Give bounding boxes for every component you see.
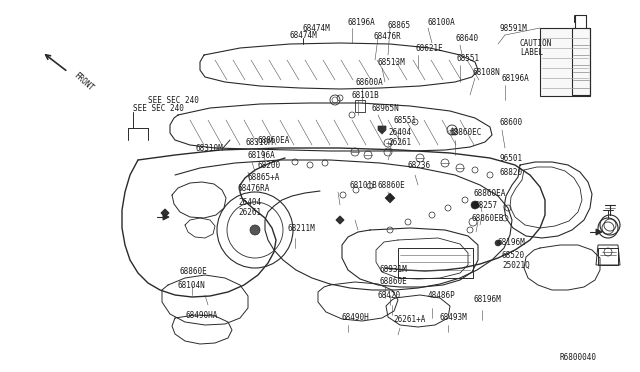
Text: 68490H: 68490H bbox=[342, 314, 370, 323]
Text: SEE SEC 240: SEE SEC 240 bbox=[148, 96, 199, 105]
Text: 68196A: 68196A bbox=[348, 17, 376, 26]
Text: 68965N: 68965N bbox=[372, 103, 400, 112]
Text: 68196A: 68196A bbox=[502, 74, 530, 83]
Text: 68476R: 68476R bbox=[374, 32, 402, 41]
Text: 26261: 26261 bbox=[388, 138, 411, 147]
Text: 68474M: 68474M bbox=[289, 31, 317, 39]
Text: 68211M: 68211M bbox=[288, 224, 316, 232]
Polygon shape bbox=[378, 126, 386, 134]
Text: 68200: 68200 bbox=[258, 160, 281, 170]
Text: 68640: 68640 bbox=[456, 33, 479, 42]
Text: 68310M: 68310M bbox=[245, 138, 273, 147]
Text: 68236: 68236 bbox=[408, 160, 431, 170]
Text: 26261+A: 26261+A bbox=[393, 315, 426, 324]
Text: 68860EA: 68860EA bbox=[474, 189, 506, 198]
Text: LABEL: LABEL bbox=[520, 48, 543, 57]
Text: 68513M: 68513M bbox=[378, 58, 406, 67]
Text: CAUTION: CAUTION bbox=[520, 38, 552, 48]
Text: 68490HA: 68490HA bbox=[185, 311, 218, 320]
Text: 68101B: 68101B bbox=[350, 180, 378, 189]
Text: 68931M: 68931M bbox=[380, 266, 408, 275]
Circle shape bbox=[250, 225, 260, 235]
Text: 68100A: 68100A bbox=[428, 17, 456, 26]
Polygon shape bbox=[161, 209, 169, 217]
Text: 68860E: 68860E bbox=[180, 267, 208, 276]
Text: 68860E: 68860E bbox=[380, 278, 408, 286]
Text: 68865: 68865 bbox=[388, 20, 411, 29]
Polygon shape bbox=[596, 229, 602, 235]
Text: 26404: 26404 bbox=[238, 198, 261, 206]
Text: SEE SEC 240: SEE SEC 240 bbox=[133, 103, 184, 112]
Text: 68476RA: 68476RA bbox=[238, 183, 270, 192]
Bar bbox=[540, 28, 590, 96]
Text: 68865+A: 68865+A bbox=[248, 173, 280, 182]
Text: 68474M: 68474M bbox=[303, 23, 331, 32]
Text: 68108N: 68108N bbox=[473, 67, 500, 77]
Text: 68104N: 68104N bbox=[178, 280, 205, 289]
Text: 68860E: 68860E bbox=[378, 180, 406, 189]
Text: 68820: 68820 bbox=[500, 167, 523, 176]
Circle shape bbox=[471, 201, 479, 209]
Text: 68101B: 68101B bbox=[352, 90, 380, 99]
Text: 68310M: 68310M bbox=[195, 144, 223, 153]
Text: 68621E: 68621E bbox=[416, 44, 444, 52]
Text: 68551: 68551 bbox=[394, 115, 417, 125]
Text: 68600A: 68600A bbox=[356, 77, 384, 87]
Text: 96501: 96501 bbox=[500, 154, 523, 163]
Text: 48486P: 48486P bbox=[428, 291, 456, 299]
Text: 98591M: 98591M bbox=[500, 23, 528, 32]
Text: 68860EA: 68860EA bbox=[258, 135, 291, 144]
Text: 68196A: 68196A bbox=[248, 151, 276, 160]
Text: 26404: 26404 bbox=[388, 128, 411, 137]
Text: 25021Q: 25021Q bbox=[502, 260, 530, 269]
Circle shape bbox=[495, 240, 501, 246]
Bar bbox=[398, 248, 473, 278]
Polygon shape bbox=[163, 214, 169, 220]
Text: 68860EC: 68860EC bbox=[450, 128, 483, 137]
Polygon shape bbox=[336, 216, 344, 224]
Text: 68257: 68257 bbox=[475, 201, 498, 209]
Text: 68196M: 68196M bbox=[474, 295, 502, 305]
Text: 68493M: 68493M bbox=[440, 314, 468, 323]
Text: FRONT: FRONT bbox=[72, 71, 95, 93]
Text: R6800040: R6800040 bbox=[560, 353, 597, 362]
Polygon shape bbox=[385, 193, 395, 203]
Text: 68196M: 68196M bbox=[498, 237, 525, 247]
Text: 68860EB: 68860EB bbox=[472, 214, 504, 222]
Text: 26261: 26261 bbox=[238, 208, 261, 217]
Text: 68420: 68420 bbox=[378, 291, 401, 299]
Text: 68600: 68600 bbox=[500, 118, 523, 126]
Text: 68520: 68520 bbox=[502, 250, 525, 260]
Text: 68551: 68551 bbox=[457, 54, 480, 62]
